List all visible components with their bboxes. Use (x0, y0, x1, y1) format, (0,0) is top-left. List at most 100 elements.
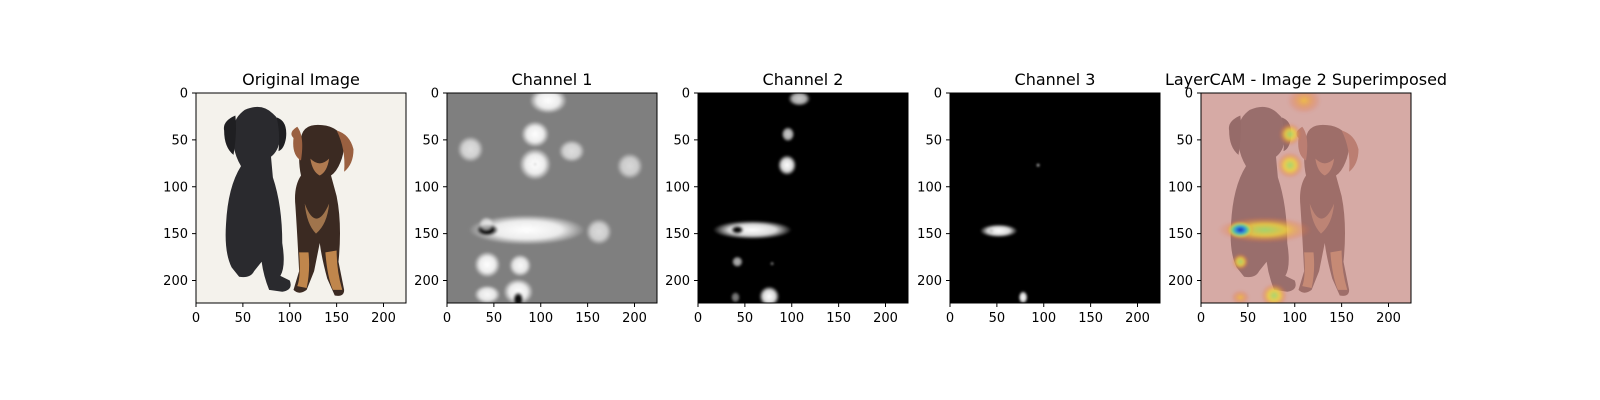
panel-title: Channel 3 (1015, 70, 1096, 89)
activation-blob (1036, 163, 1040, 168)
activation-blob (980, 224, 1018, 238)
x-tick-label: 200 (1376, 311, 1401, 326)
x-tick-label: 50 (737, 311, 754, 326)
y-tick-label: 200 (665, 274, 690, 289)
x-tick-label: 0 (946, 311, 954, 326)
x-tick-label: 200 (1125, 311, 1150, 326)
y-tick-label: 150 (1168, 227, 1193, 242)
x-tick-label: 100 (779, 311, 804, 326)
y-tick-label: 50 (171, 133, 188, 148)
x-tick-label: 100 (1282, 311, 1307, 326)
activation-blob (508, 254, 532, 277)
y-tick-label: 50 (925, 133, 942, 148)
activation-blob (730, 291, 741, 303)
panel-title: Channel 2 (763, 70, 844, 89)
y-tick-label: 150 (163, 227, 188, 242)
activation-blob (512, 291, 524, 303)
y-tick-label: 200 (163, 274, 188, 289)
y-tick-label: 100 (163, 180, 188, 195)
x-tick-label: 0 (443, 311, 451, 326)
y-tick-label: 100 (414, 180, 439, 195)
x-tick-label: 150 (324, 311, 349, 326)
heatmap-area (698, 93, 908, 303)
activation-blob (503, 278, 534, 303)
y-tick-label: 150 (665, 227, 690, 242)
panel-channel-1: Channel 1 0 50 100 150 200 0 50 100 150 200 (414, 70, 658, 326)
x-tick-label: 0 (192, 311, 200, 326)
activation-blob (474, 285, 501, 303)
x-tick-label: 50 (1240, 311, 1257, 326)
x-tick-label: 150 (1078, 311, 1103, 326)
y-tick-label: 150 (414, 227, 439, 242)
x-tick-label: 200 (873, 311, 898, 326)
panel-channel-2: Channel 2 0 50 100 150 200 0 50 100 150 200 (665, 70, 909, 326)
activation-blob (1227, 221, 1254, 239)
activation-blob (777, 154, 797, 176)
activation-blob (558, 139, 585, 163)
y-tick-label: 0 (1185, 87, 1193, 102)
x-tick-label: 150 (1329, 311, 1354, 326)
x-tick-label: 50 (235, 311, 252, 326)
axes-frame (949, 92, 1161, 304)
activation-blob (529, 93, 567, 114)
activation-blob (731, 256, 743, 268)
y-tick-label: 50 (673, 133, 690, 148)
y-tick-label: 200 (917, 274, 942, 289)
y-tick-label: 50 (422, 133, 439, 148)
axes-frame (697, 92, 909, 304)
panel-original-image: Original Image 0 50 100 150 200 0 50 100 150 200 (163, 70, 407, 326)
activation-blob (1287, 93, 1321, 114)
activation-blob (730, 225, 744, 235)
y-tick-label: 0 (682, 87, 690, 102)
x-tick-label: 50 (989, 311, 1006, 326)
activation-blob (585, 218, 612, 245)
activation-blob (1018, 290, 1028, 303)
activation-blob (1261, 283, 1288, 303)
y-tick-label: 200 (414, 274, 439, 289)
x-tick-label: 100 (528, 311, 553, 326)
activation-blob (781, 126, 795, 142)
activation-blob (521, 121, 550, 148)
x-tick-label: 50 (486, 311, 503, 326)
activation-blob (1231, 289, 1250, 303)
activation-blob (1278, 123, 1302, 146)
y-tick-label: 0 (180, 87, 188, 102)
axes-frame (1200, 92, 1412, 304)
heatmap-area (950, 93, 1160, 303)
heatmap-area (447, 93, 657, 303)
activation-blob (713, 220, 792, 240)
panel-title: Channel 1 (512, 70, 593, 89)
x-tick-label: 100 (1031, 311, 1056, 326)
axes-frame (446, 92, 658, 304)
x-tick-label: 100 (277, 311, 302, 326)
activation-blob (468, 214, 585, 245)
y-tick-label: 0 (431, 87, 439, 102)
y-tick-label: 200 (1168, 274, 1193, 289)
y-tick-label: 150 (917, 227, 942, 242)
activation-blob (457, 136, 484, 163)
activation-blob (988, 228, 995, 234)
activation-blob (478, 216, 494, 232)
x-tick-label: 200 (371, 311, 396, 326)
axes-frame (195, 92, 407, 304)
activation-blob (616, 153, 643, 180)
x-tick-label: 150 (826, 311, 851, 326)
panel-layercam-overlay: LayerCAM - Image 2 Superimposed 0 50 100 15… (1165, 70, 1447, 326)
y-tick-label: 0 (934, 87, 942, 102)
y-tick-label: 50 (1176, 133, 1193, 148)
activation-blob (1276, 152, 1304, 179)
y-tick-label: 100 (665, 180, 690, 195)
activation-blob (770, 261, 774, 266)
image-area (196, 93, 407, 304)
activation-blob (788, 93, 811, 107)
y-tick-label: 100 (917, 180, 942, 195)
activation-blob (533, 162, 537, 167)
x-tick-label: 150 (575, 311, 600, 326)
activation-blob (1231, 253, 1249, 271)
panel-channel-3: Channel 3 0 50 100 150 200 0 50 100 150 200 (917, 70, 1161, 326)
y-tick-label: 100 (1168, 180, 1193, 195)
activation-blob (474, 251, 501, 278)
heatmap-area (1201, 93, 1411, 303)
x-tick-label: 200 (622, 311, 647, 326)
